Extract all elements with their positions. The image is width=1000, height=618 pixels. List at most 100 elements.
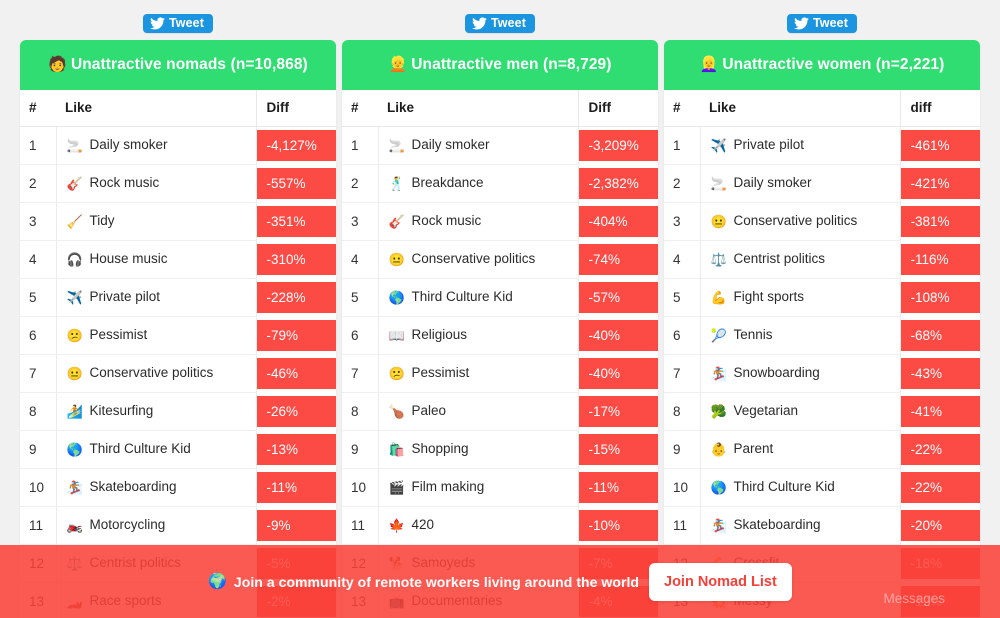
row-like[interactable]: 🏂 Skateboarding — [700, 506, 901, 545]
row-diff: -17% — [578, 392, 658, 431]
diff-value: -57% — [578, 282, 658, 313]
like-emoji-icon: 🥦 — [710, 404, 728, 419]
row-diff: -26% — [256, 392, 336, 431]
diff-value: -557% — [256, 168, 336, 199]
row-like[interactable]: 😐 Conservative politics — [56, 354, 257, 393]
like-label: Conservative politics — [411, 251, 536, 266]
like-emoji-icon: ✈️ — [66, 290, 84, 305]
row-like[interactable]: 🏂 Skateboarding — [56, 468, 257, 507]
row-like[interactable]: 😕 Pessimist — [56, 316, 257, 355]
row-diff: -15% — [578, 430, 658, 469]
diff-value: -68% — [900, 320, 980, 351]
card-men: 👱 Unattractive men (n=8,729) # Like Diff … — [342, 40, 658, 618]
row-like[interactable]: 🥦 Vegetarian — [700, 392, 901, 431]
row-like[interactable]: 🎸 Rock music — [378, 202, 579, 241]
row-rank: 2 — [664, 164, 701, 203]
like-label: Vegetarian — [733, 403, 799, 418]
table-row: 11 🍁 420 -10% — [342, 506, 658, 545]
tweet-button-nomads[interactable]: Tweet — [143, 14, 213, 33]
messages-label[interactable]: Messages — [883, 591, 945, 606]
table-row: 3 🎸 Rock music -404% — [342, 202, 658, 241]
like-emoji-icon: 😕 — [66, 328, 84, 343]
row-like[interactable]: 🚬 Daily smoker — [700, 164, 901, 203]
banner-text-wrap: 🌍 Join a community of remote workers liv… — [208, 574, 639, 590]
row-like[interactable]: 🕺 Breakdance — [378, 164, 579, 203]
row-like[interactable]: 🌎 Third Culture Kid — [56, 430, 257, 469]
diff-value: -40% — [578, 358, 658, 389]
row-like[interactable]: 📖 Religious — [378, 316, 579, 355]
row-rank: 6 — [20, 316, 57, 355]
row-diff: -46% — [256, 354, 336, 393]
row-like[interactable]: 🛍️ Shopping — [378, 430, 579, 469]
row-diff: -351% — [256, 202, 336, 241]
row-like[interactable]: 🌎 Third Culture Kid — [700, 468, 901, 507]
table-row: 5 💪 Fight sports -108% — [664, 278, 980, 317]
tweet-button-wrap-nomads: Tweet — [20, 14, 336, 33]
table-row: 8 🥦 Vegetarian -41% — [664, 392, 980, 431]
like-label: 420 — [411, 517, 435, 532]
table-row: 6 🎾 Tennis -68% — [664, 316, 980, 355]
row-rank: 7 — [342, 354, 379, 393]
tweet-button-wrap-men: Tweet — [342, 14, 658, 33]
like-label: Third Culture Kid — [89, 441, 191, 456]
row-like[interactable]: 💪 Fight sports — [700, 278, 901, 317]
like-emoji-icon: 🏂 — [710, 366, 728, 381]
row-like[interactable]: 🏂 Snowboarding — [700, 354, 901, 393]
row-rank: 9 — [664, 430, 701, 469]
like-emoji-icon: 👶 — [710, 442, 728, 457]
diff-value: -17% — [578, 396, 658, 427]
like-emoji-icon: 🎸 — [388, 214, 406, 229]
row-diff: -68% — [900, 316, 980, 355]
row-like[interactable]: ✈️ Private pilot — [700, 126, 901, 165]
like-label: Third Culture Kid — [411, 289, 513, 304]
row-rank: 8 — [20, 392, 57, 431]
row-like[interactable]: 😐 Conservative politics — [378, 240, 579, 279]
row-diff: -2,382% — [578, 164, 658, 203]
th-diff: Diff — [256, 90, 336, 127]
row-like[interactable]: ⚖️ Centrist politics — [700, 240, 901, 279]
join-nomad-list-button[interactable]: Join Nomad List — [649, 562, 792, 601]
table-row: 9 🌎 Third Culture Kid -13% — [20, 430, 336, 469]
table-row: 9 🛍️ Shopping -15% — [342, 430, 658, 469]
table-row: 1 🚬 Daily smoker -4,127% — [20, 126, 336, 165]
row-diff: -4,127% — [256, 126, 336, 165]
globe-icon: 🌍 — [208, 573, 227, 590]
like-emoji-icon: 🎸 — [66, 176, 84, 191]
th-like: Like — [56, 90, 257, 127]
row-diff: -43% — [900, 354, 980, 393]
like-emoji-icon: 🚬 — [66, 138, 84, 153]
row-like[interactable]: ✈️ Private pilot — [56, 278, 257, 317]
like-label: House music — [89, 251, 168, 266]
row-like[interactable]: 🎧 House music — [56, 240, 257, 279]
row-like[interactable]: 🚬 Daily smoker — [378, 126, 579, 165]
tweet-button-label: Tweet — [169, 16, 204, 31]
row-rank: 3 — [342, 202, 379, 241]
th-diff: Diff — [578, 90, 658, 127]
row-like[interactable]: 👶 Parent — [700, 430, 901, 469]
row-like[interactable]: 🏄 Kitesurfing — [56, 392, 257, 431]
table-row: 8 🍗 Paleo -17% — [342, 392, 658, 431]
row-like[interactable]: 😕 Pessimist — [378, 354, 579, 393]
tweet-button-women[interactable]: Tweet — [787, 14, 857, 33]
row-like[interactable]: 🚬 Daily smoker — [56, 126, 257, 165]
row-rank: 11 — [664, 506, 701, 545]
card-title-men: Unattractive men (n=8,729) — [411, 56, 612, 73]
row-like[interactable]: 🏍️ Motorcycling — [56, 506, 257, 545]
row-like[interactable]: 🌎 Third Culture Kid — [378, 278, 579, 317]
row-like[interactable]: 🎬 Film making — [378, 468, 579, 507]
diff-value: -46% — [256, 358, 336, 389]
row-like[interactable]: 🍁 420 — [378, 506, 579, 545]
row-like[interactable]: 🧹 Tidy — [56, 202, 257, 241]
row-like[interactable]: 🎸 Rock music — [56, 164, 257, 203]
like-emoji-icon: 🌎 — [388, 290, 406, 305]
like-label: Shopping — [411, 441, 469, 456]
twitter-bird-icon — [150, 17, 165, 30]
th-number: # — [20, 90, 56, 127]
row-rank: 2 — [342, 164, 379, 203]
tweet-button-men[interactable]: Tweet — [465, 14, 535, 33]
row-like[interactable]: 🍗 Paleo — [378, 392, 579, 431]
row-like[interactable]: 🎾 Tennis — [700, 316, 901, 355]
diff-value: -43% — [900, 358, 980, 389]
row-like[interactable]: 😐 Conservative politics — [700, 202, 901, 241]
